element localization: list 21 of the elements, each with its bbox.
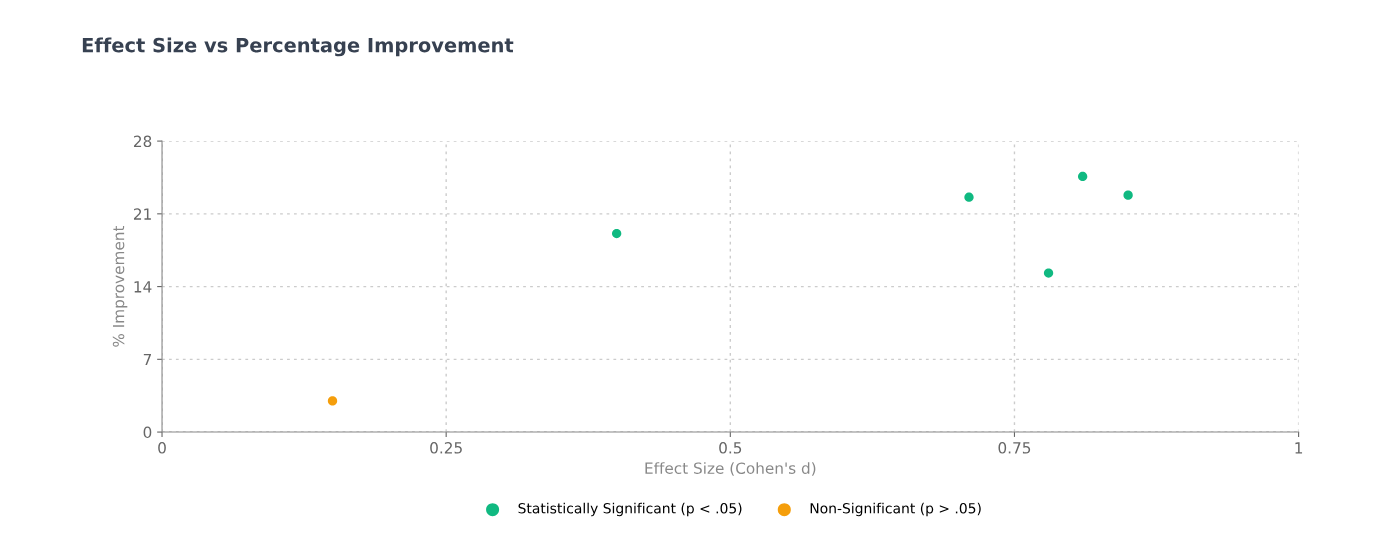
y-axis-title: % Improvement <box>112 225 128 347</box>
chart-title: Effect Size vs Percentage Improvement <box>82 37 514 57</box>
point <box>612 228 622 239</box>
legend-label: Statistically Significant (p < .05) <box>518 502 742 517</box>
x-axis-title: Effect Size (Cohen's d) <box>645 462 816 476</box>
x-tick-label: 0.5 <box>719 442 742 454</box>
legend-label: Non-Significant (p > .05) <box>810 502 981 517</box>
y-tick-label: 21 <box>133 208 151 220</box>
point <box>327 396 338 406</box>
x-tick-label: 0.25 <box>430 442 462 454</box>
x-tick-label: 0.75 <box>998 442 1031 454</box>
x-tick-label: 0 <box>158 442 166 454</box>
y-tick-label: 14 <box>134 281 152 293</box>
point <box>964 192 974 202</box>
x-tick-label: 1 <box>1295 442 1303 454</box>
y-tick-label: 0 <box>143 426 152 439</box>
point <box>1043 268 1054 278</box>
y-tick-label: 28 <box>133 135 152 148</box>
y-tick-label: 7 <box>143 353 151 366</box>
point <box>1077 171 1088 182</box>
point <box>1123 190 1133 200</box>
